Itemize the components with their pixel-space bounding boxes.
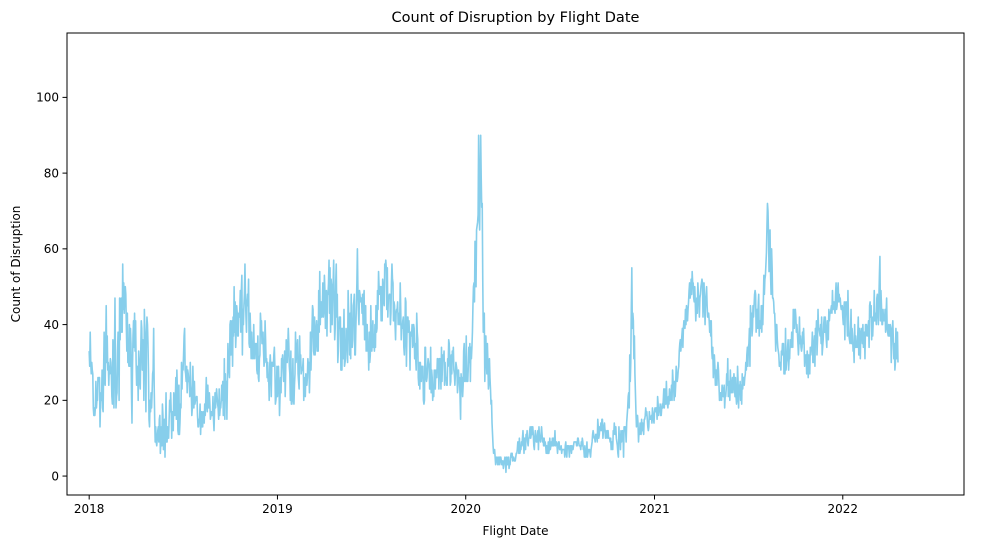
plot-area-frame <box>66 32 965 496</box>
y-tick-label: 100 <box>36 91 59 105</box>
y-axis: 0 20 40 60 80 100 <box>36 91 67 483</box>
series-layer <box>88 134 899 474</box>
y-tick-label: 0 <box>51 469 59 483</box>
series-line <box>88 134 899 474</box>
y-tick-label: 40 <box>44 318 59 332</box>
chart-title: Count of Disruption by Flight Date <box>392 10 640 26</box>
y-tick-label: 80 <box>44 166 59 180</box>
x-tick-label: 2020 <box>450 502 481 516</box>
x-tick-label: 2018 <box>74 502 105 516</box>
x-tick-label: 2022 <box>828 502 859 516</box>
x-tick-label: 2019 <box>262 502 293 516</box>
y-tick-label: 60 <box>44 242 59 256</box>
x-axis: 2018 2019 2020 2021 2022 <box>74 495 858 516</box>
x-axis-label: Flight Date <box>483 524 549 538</box>
y-axis-label: Count of Disruption <box>9 206 23 323</box>
y-tick-label: 20 <box>44 394 59 408</box>
x-tick-label: 2021 <box>639 502 670 516</box>
